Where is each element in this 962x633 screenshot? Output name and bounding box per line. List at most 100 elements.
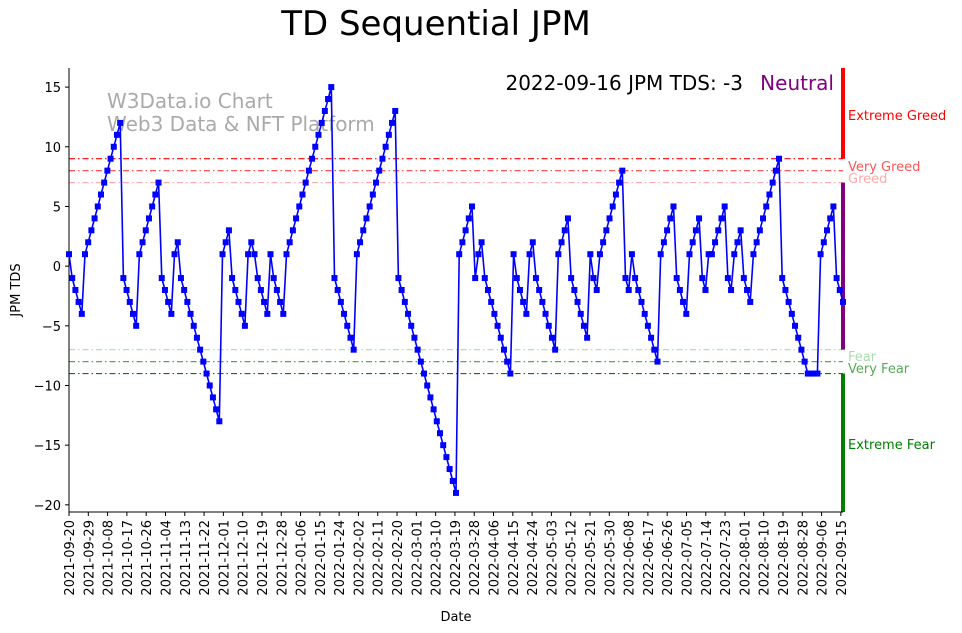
- data-point: [190, 322, 197, 329]
- data-point: [475, 251, 482, 258]
- data-point: [747, 298, 754, 305]
- x-tick-label: 2022-07-23: [719, 520, 734, 596]
- data-point: [708, 251, 715, 258]
- x-tick-label: 2022-03-10: [430, 520, 445, 596]
- x-tick-label: 2022-09-06: [816, 520, 831, 596]
- data-point: [817, 251, 824, 258]
- y-tick-label: 0: [53, 260, 61, 275]
- x-tick-label: 2022-05-03: [545, 520, 560, 596]
- data-point: [699, 275, 706, 282]
- data-point: [539, 298, 546, 305]
- data-point: [648, 334, 655, 341]
- data-point: [507, 370, 514, 377]
- data-point: [526, 251, 533, 258]
- data-point: [574, 298, 581, 305]
- data-point: [437, 430, 444, 437]
- data-point: [161, 287, 168, 293]
- data-point: [334, 287, 341, 293]
- data-point: [395, 275, 402, 282]
- data-point: [254, 275, 261, 282]
- x-tick-label: 2022-01-15: [314, 520, 329, 596]
- data-point: [561, 227, 568, 234]
- data-point: [200, 358, 207, 365]
- y-tick-label: −10: [34, 379, 61, 394]
- data-point: [219, 251, 226, 258]
- data-point: [654, 358, 661, 365]
- threshold-label: Very Greed: [848, 160, 920, 175]
- x-tick-label: 2021-11-13: [179, 520, 194, 596]
- data-point: [552, 346, 559, 353]
- data-point: [612, 191, 619, 198]
- data-point: [296, 203, 303, 210]
- data-point: [504, 358, 511, 365]
- data-point: [769, 179, 776, 186]
- x-tick-label: 2022-06-26: [661, 520, 676, 596]
- watermark-text: W3Data.io Chart: [107, 89, 273, 113]
- data-point: [216, 418, 223, 425]
- data-point: [536, 287, 543, 293]
- data-point: [728, 287, 735, 293]
- data-point: [85, 239, 92, 246]
- data-point: [264, 310, 271, 317]
- data-point: [241, 322, 248, 329]
- data-point: [494, 322, 501, 329]
- data-point: [225, 227, 232, 234]
- x-tick-label: 2022-03-01: [410, 520, 425, 596]
- data-point: [328, 84, 335, 91]
- data-point: [715, 227, 722, 234]
- data-point: [718, 215, 725, 222]
- data-point: [737, 227, 744, 234]
- data-point: [664, 227, 671, 234]
- data-point: [750, 251, 757, 258]
- data-point: [516, 287, 523, 293]
- data-point: [782, 287, 789, 293]
- data-point: [558, 239, 565, 246]
- data-point: [734, 239, 741, 246]
- data-point: [427, 394, 434, 401]
- data-point: [270, 275, 277, 282]
- data-point: [101, 179, 108, 186]
- data-point: [484, 287, 491, 293]
- data-point: [197, 346, 204, 353]
- x-tick-label: 2022-03-28: [468, 520, 483, 596]
- data-point: [238, 310, 245, 317]
- threshold-label: Very Fear: [848, 362, 910, 377]
- data-point: [129, 310, 136, 317]
- data-point: [405, 310, 412, 317]
- x-tick-label: 2022-08-19: [777, 520, 792, 596]
- data-point: [385, 131, 392, 138]
- data-point: [449, 477, 456, 484]
- data-point: [126, 298, 133, 305]
- data-point: [600, 239, 607, 246]
- data-point: [766, 191, 773, 198]
- data-point: [193, 334, 200, 341]
- data-point: [293, 215, 300, 222]
- data-point: [321, 107, 328, 114]
- x-tick-label: 2022-02-11: [372, 520, 387, 596]
- data-point: [155, 179, 162, 186]
- data-point: [331, 275, 338, 282]
- data-point: [632, 275, 639, 282]
- data-point: [513, 275, 520, 282]
- data-point: [277, 298, 284, 305]
- data-point: [104, 167, 111, 174]
- data-point: [341, 310, 348, 317]
- data-point: [181, 287, 188, 293]
- data-point: [462, 227, 469, 234]
- data-point: [261, 298, 268, 305]
- x-tick-label: 2022-01-24: [333, 520, 348, 596]
- data-point: [772, 167, 779, 174]
- data-point: [596, 251, 603, 258]
- data-point: [318, 119, 325, 126]
- x-tick-label: 2022-07-05: [680, 520, 695, 596]
- data-point: [491, 310, 498, 317]
- data-point: [369, 191, 376, 198]
- y-tick-label: −5: [42, 320, 61, 335]
- data-point: [721, 203, 728, 210]
- x-tick-label: 2022-09-15: [835, 520, 850, 596]
- x-tick-label: 2021-11-04: [159, 520, 174, 596]
- data-point: [811, 370, 818, 377]
- data-point: [305, 167, 312, 174]
- data-point: [689, 239, 696, 246]
- data-point: [142, 227, 149, 234]
